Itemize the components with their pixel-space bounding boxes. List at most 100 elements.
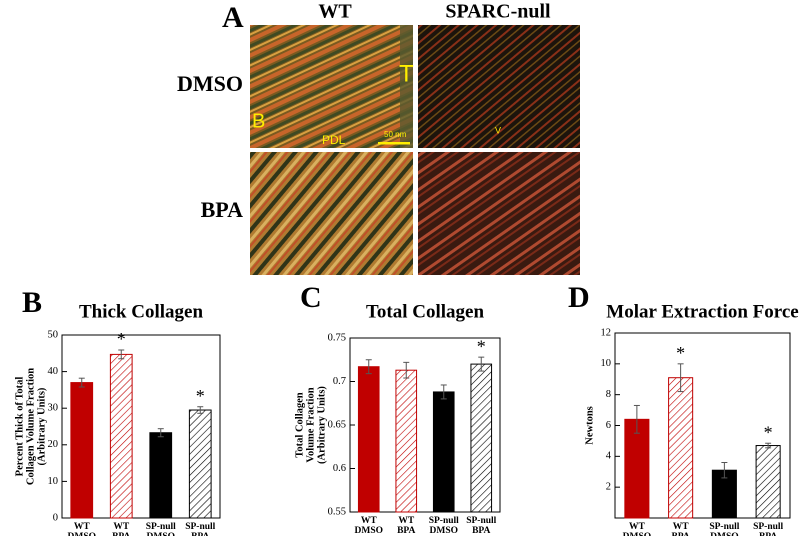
y-axis-label: Volume Fraction [305, 387, 316, 462]
x-tick-label: SP-null [185, 522, 215, 532]
y-axis-label: Total Collagen [294, 392, 305, 457]
bar [755, 445, 781, 519]
image-label: PDL [322, 133, 346, 147]
error-bar [403, 361, 410, 379]
y-tick-label: 6 [606, 420, 611, 431]
significance-mark: * [196, 386, 205, 406]
y-tick-label: 0.7 [333, 376, 346, 387]
y-tick-label: 20 [48, 439, 59, 450]
error-bar [118, 349, 125, 360]
significance-mark: * [764, 422, 773, 442]
x-tick-label: BPA [397, 526, 415, 536]
x-tick-label: DMSO [623, 532, 652, 536]
micrograph [418, 152, 580, 275]
error-bar [157, 428, 164, 438]
panel-letter: B [22, 286, 42, 319]
row-header: DMSO [177, 71, 243, 96]
bar [149, 432, 173, 519]
error-bar [677, 363, 684, 393]
panel-letter: C [300, 281, 322, 314]
chart-title: Total Collagen [366, 301, 484, 322]
x-tick-label: WT [673, 522, 690, 532]
image-label: V [495, 125, 501, 135]
x-tick-label: WT [113, 522, 130, 532]
error-bar [721, 462, 728, 479]
y-tick-label: 12 [601, 327, 612, 338]
x-tick-label: WT [74, 522, 91, 532]
bar [357, 366, 380, 513]
x-tick-label: SP-null [709, 522, 739, 532]
x-tick-label: SP-null [753, 522, 783, 532]
bar [624, 418, 650, 519]
error-bar [478, 356, 485, 372]
y-axis-label: Newtons [584, 406, 595, 445]
error-bar [765, 442, 772, 449]
panel-letter: A [222, 1, 244, 34]
image-label: B [252, 110, 265, 132]
y-axis-label: Collagen Volume Fraction [25, 368, 36, 485]
error-bar [633, 404, 640, 434]
x-tick-label: BPA [671, 532, 689, 536]
x-tick-label: WT [629, 522, 646, 532]
y-tick-label: 40 [48, 366, 59, 377]
x-tick-label: DMSO [147, 532, 176, 536]
x-tick-label: BPA [759, 532, 777, 536]
micrograph [250, 152, 413, 275]
x-tick-label: BPA [191, 532, 209, 536]
chart-title: Molar Extraction Force [606, 301, 798, 322]
x-tick-label: BPA [472, 526, 490, 536]
bar [668, 377, 694, 519]
y-axis-label: Percent Thick of Total [14, 377, 25, 477]
bar [470, 363, 493, 513]
micrograph [250, 25, 413, 148]
x-tick-label: SP-null [429, 516, 459, 526]
bar [432, 391, 455, 513]
bar [395, 369, 418, 513]
x-tick-label: DMSO [355, 526, 384, 536]
micrograph-edge [400, 25, 413, 148]
y-tick-label: 0.6 [333, 463, 346, 474]
bar [188, 409, 212, 519]
x-tick-label: DMSO [68, 532, 97, 536]
x-tick-label: WT [398, 516, 415, 526]
significance-mark: * [477, 336, 486, 356]
x-tick-label: BPA [112, 532, 130, 536]
significance-mark: * [117, 329, 126, 349]
significance-mark: * [676, 343, 685, 363]
error-bar [440, 384, 447, 400]
y-axis-label: (Arbitrary Units) [316, 386, 327, 464]
error-bar [78, 377, 85, 388]
y-tick-label: 0 [53, 512, 58, 523]
y-tick-label: 0.65 [328, 419, 346, 430]
image-label: 50 nm [384, 130, 407, 139]
y-tick-label: 50 [48, 329, 59, 340]
image-labels: B T PDL 50 nm V [252, 60, 501, 147]
row-header: BPA [201, 197, 243, 222]
plot-frame [61, 334, 221, 519]
image-label: T [399, 60, 414, 87]
y-tick-label: 8 [606, 389, 611, 400]
y-tick-label: 2 [606, 482, 611, 493]
x-tick-label: WT [361, 516, 378, 526]
error-bar [197, 406, 204, 414]
y-tick-label: 30 [48, 403, 59, 414]
micrograph [418, 25, 580, 148]
column-header: SPARC-null [445, 1, 551, 23]
y-tick-label: 4 [606, 451, 612, 462]
bar [109, 353, 133, 519]
x-tick-label: DMSO [430, 526, 459, 536]
x-tick-label: SP-null [146, 522, 176, 532]
y-axis-label: (Arbitrary Units) [36, 387, 47, 465]
error-bar [365, 359, 372, 375]
column-header: WT [318, 1, 352, 23]
bar [70, 382, 94, 519]
x-tick-label: SP-null [466, 516, 496, 526]
y-tick-label: 0.55 [328, 506, 346, 517]
panel-letter: D [568, 281, 590, 314]
chart-title: Thick Collagen [79, 301, 203, 322]
scale-bar [378, 142, 410, 145]
y-tick-label: 10 [601, 358, 612, 369]
y-tick-label: 0.75 [328, 332, 346, 343]
